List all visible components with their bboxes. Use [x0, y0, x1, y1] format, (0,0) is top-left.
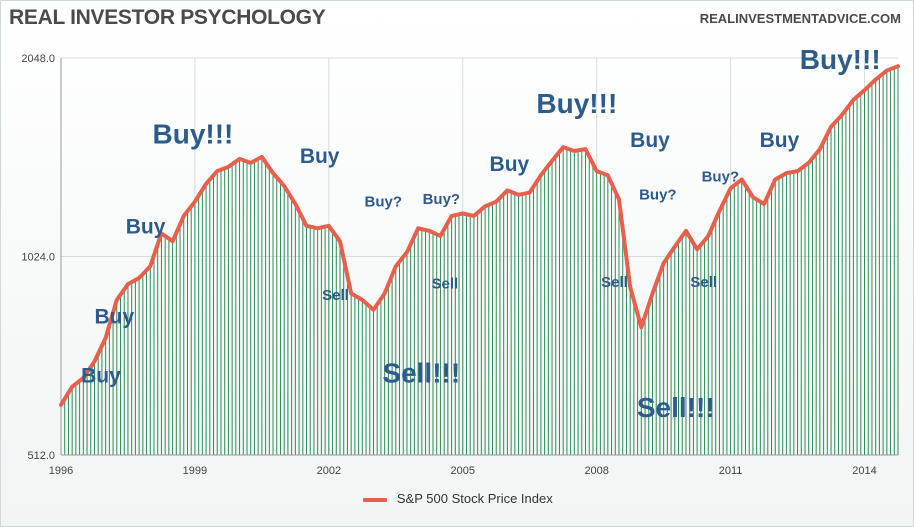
annotation-label: Buy?	[702, 169, 740, 186]
area-bars	[60, 66, 899, 455]
annotation-label: Sell!!!	[382, 357, 460, 388]
annotation-label: Sell!!!	[637, 392, 715, 423]
annotation-label: Buy	[94, 306, 134, 329]
x-tick-label: 2002	[317, 465, 341, 477]
annotation-label: Buy	[126, 215, 166, 238]
annotation-label: Buy	[630, 129, 670, 152]
x-tick-label: 2005	[451, 465, 475, 477]
series-line-sp500	[59, 64, 900, 407]
annotation-label: Sell	[432, 276, 459, 293]
annotation-label: Buy?	[639, 186, 677, 203]
annotation-label: Buy?	[423, 191, 461, 208]
annotation-label: Sell	[601, 274, 628, 291]
annotation-label: Sell	[690, 274, 717, 291]
annotation-label: Buy!!!	[153, 118, 234, 149]
y-tick-label: 512.0	[27, 450, 55, 462]
x-tick-label: 2008	[584, 465, 608, 477]
annotation-label: Buy	[490, 153, 530, 176]
source-label: REALINVESTMENTADVICE.COM	[699, 11, 901, 26]
legend-label: S&P 500 Stock Price Index	[396, 491, 553, 506]
legend: S&P 500 Stock Price Index	[1, 491, 914, 506]
annotations: Buy Buy Buy Buy!!! Buy Sell Buy? Sell!!! Buy? Sel…	[81, 44, 881, 423]
chart-title: REAL INVESTOR PSYCHOLOGY	[9, 6, 326, 29]
annotation-label: Buy!!!	[800, 44, 881, 75]
y-tick-label: 1024.0	[21, 252, 55, 264]
x-tick-label: 1996	[49, 465, 73, 477]
annotation-label: Sell	[322, 287, 349, 304]
annotation-label: Buy!!!	[536, 88, 617, 119]
annotation-label: Buy	[760, 129, 800, 152]
x-tick-label: 2014	[852, 465, 876, 477]
series-layer	[59, 64, 900, 407]
axis-layer: 512.0 1024.0 2048.0 1996 1999 2002 2005 2008 201…	[21, 53, 898, 477]
x-tick-label: 1999	[183, 465, 207, 477]
legend-swatch	[363, 497, 388, 502]
annotation-label: Buy?	[365, 193, 403, 210]
x-tick-label: 2011	[719, 465, 743, 477]
annotation-label: Buy	[81, 364, 121, 387]
y-tick-label: 2048.0	[21, 53, 55, 65]
annotation-label: Buy	[300, 145, 340, 168]
